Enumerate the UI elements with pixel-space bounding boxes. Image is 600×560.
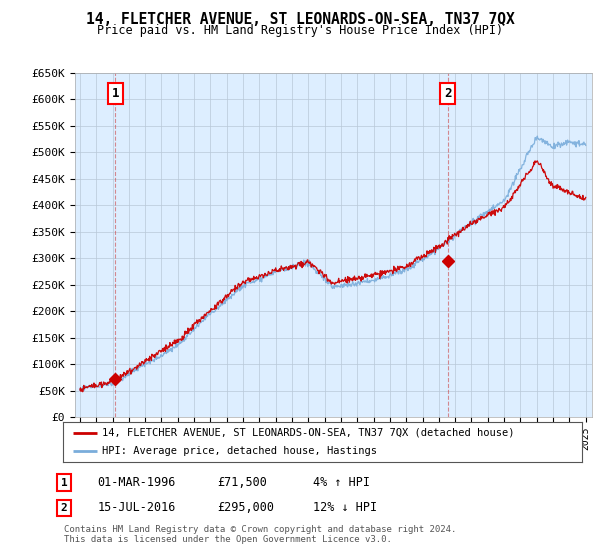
Text: Contains HM Land Registry data © Crown copyright and database right 2024.
This d: Contains HM Land Registry data © Crown c… (64, 525, 457, 544)
Text: 2: 2 (61, 503, 68, 513)
Text: 1: 1 (61, 478, 68, 488)
Text: 14, FLETCHER AVENUE, ST LEONARDS-ON-SEA, TN37 7QX: 14, FLETCHER AVENUE, ST LEONARDS-ON-SEA,… (86, 12, 514, 27)
Text: 12% ↓ HPI: 12% ↓ HPI (313, 501, 377, 515)
Text: 2: 2 (444, 87, 451, 100)
Text: £295,000: £295,000 (217, 501, 274, 515)
Text: 4% ↑ HPI: 4% ↑ HPI (313, 476, 370, 489)
Text: 01-MAR-1996: 01-MAR-1996 (97, 476, 176, 489)
Text: 1: 1 (112, 87, 119, 100)
Text: Price paid vs. HM Land Registry's House Price Index (HPI): Price paid vs. HM Land Registry's House … (97, 24, 503, 37)
Text: 15-JUL-2016: 15-JUL-2016 (97, 501, 176, 515)
Text: 14, FLETCHER AVENUE, ST LEONARDS-ON-SEA, TN37 7QX (detached house): 14, FLETCHER AVENUE, ST LEONARDS-ON-SEA,… (102, 428, 514, 437)
Text: HPI: Average price, detached house, Hastings: HPI: Average price, detached house, Hast… (102, 446, 377, 456)
Text: £71,500: £71,500 (217, 476, 267, 489)
